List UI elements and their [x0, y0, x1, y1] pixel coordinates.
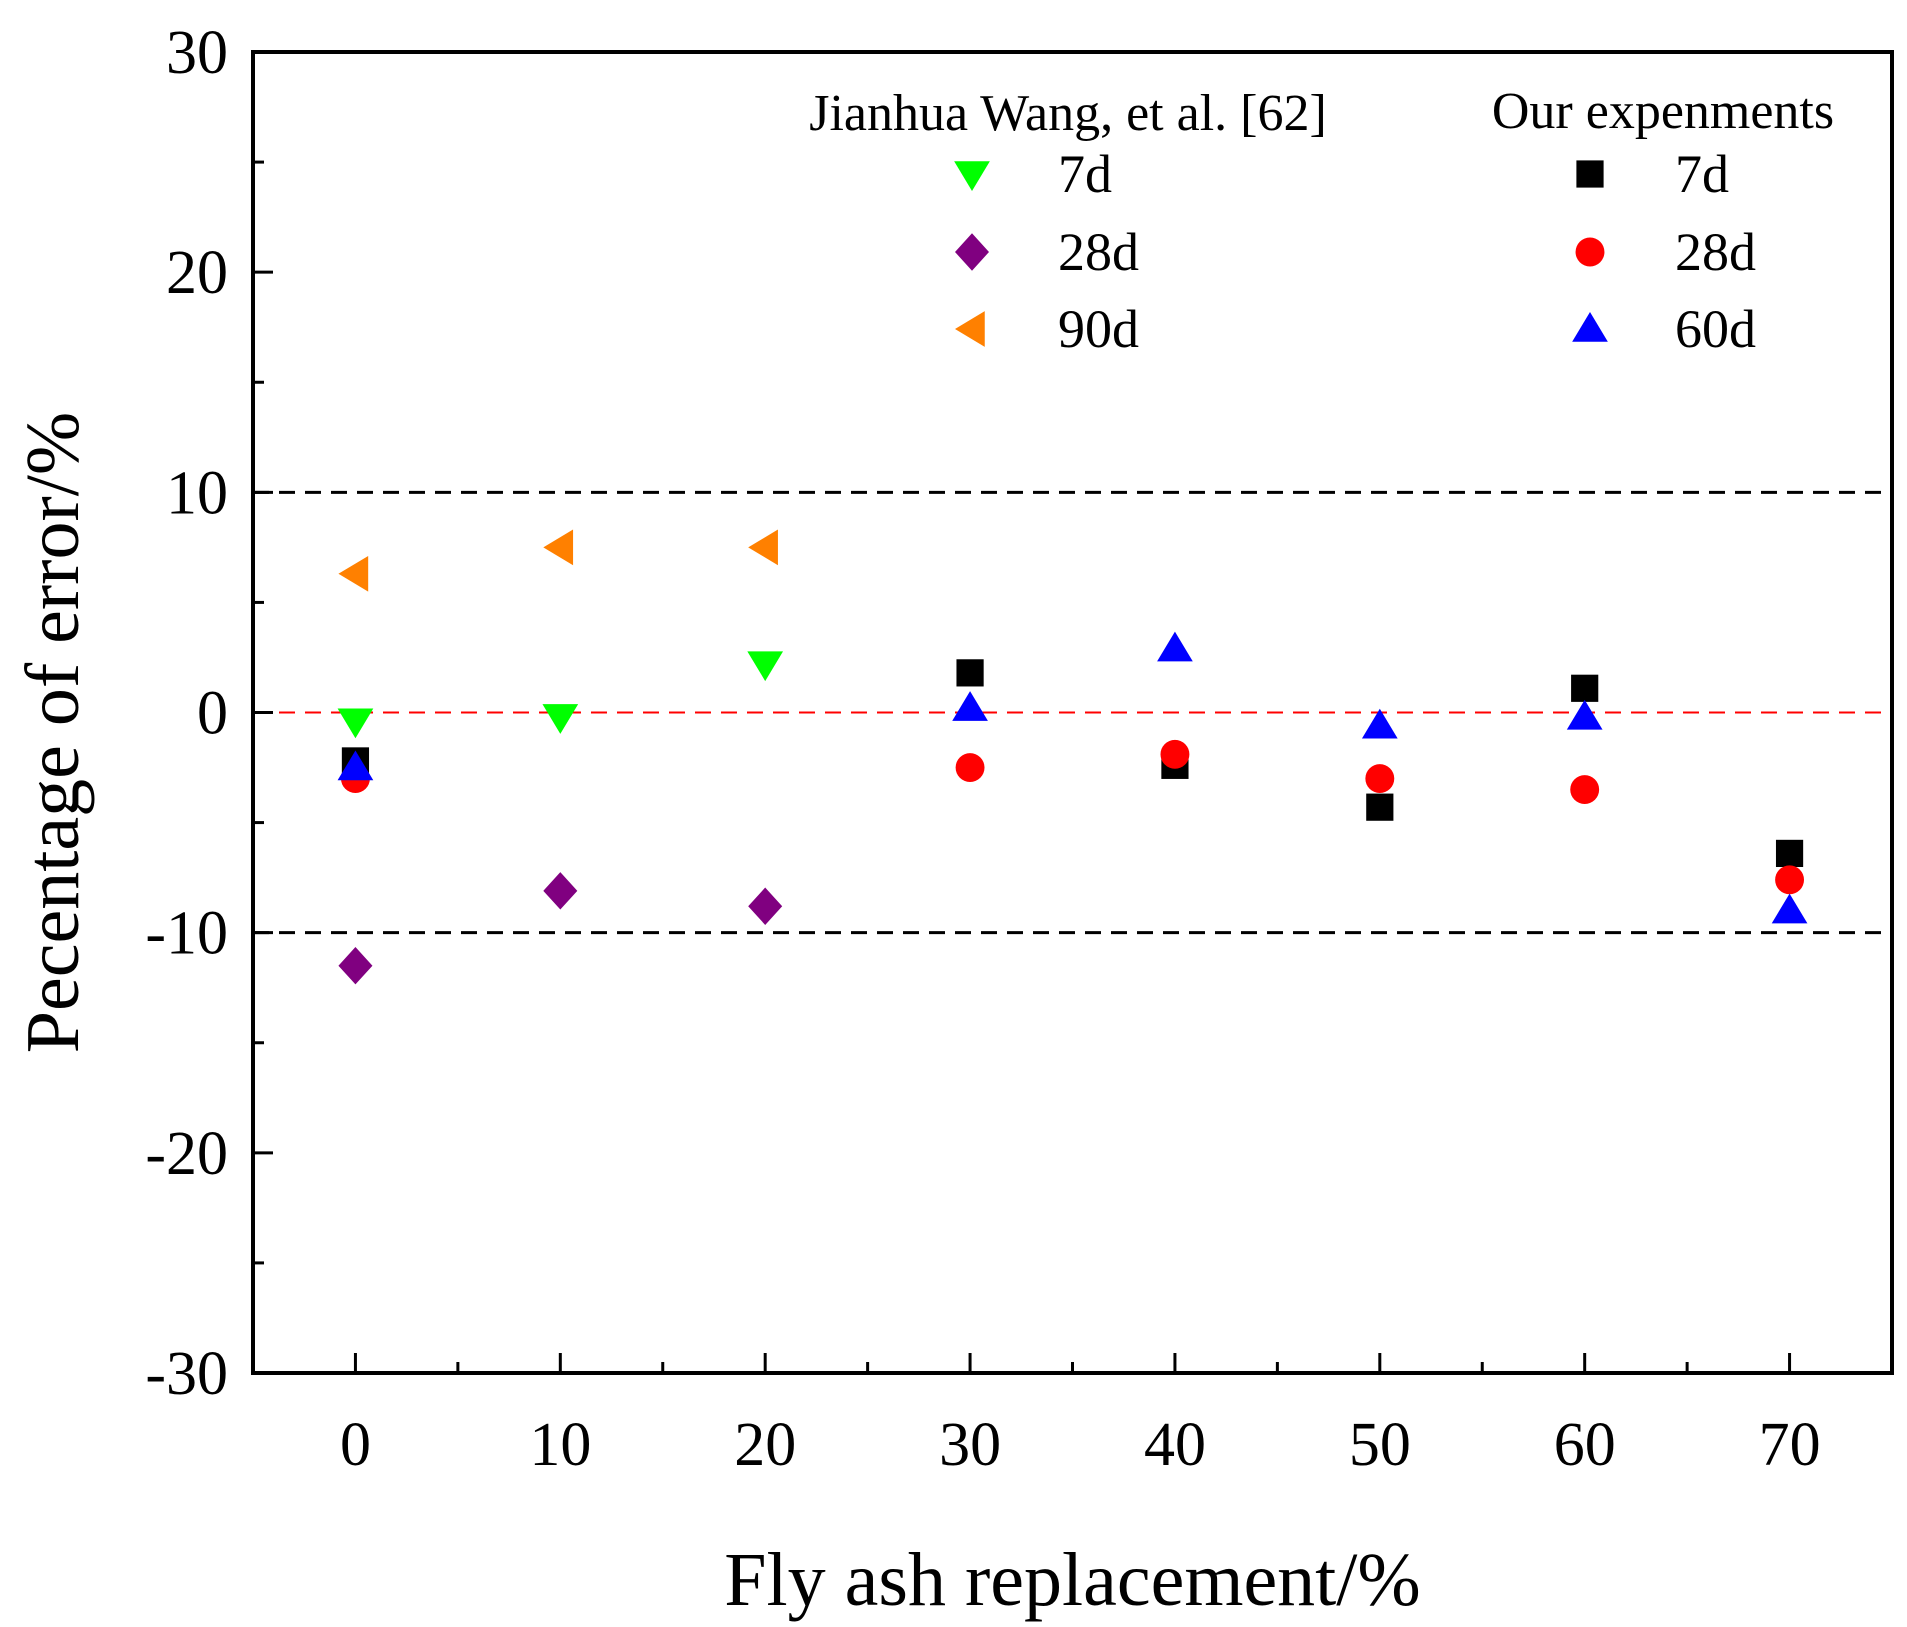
plot-frame	[251, 50, 1894, 1375]
data-point	[1771, 893, 1808, 924]
y-tick-label: -10	[145, 900, 228, 968]
x-tick-label: 60	[1554, 1411, 1616, 1479]
legend-entry-label: 60d	[1675, 299, 1756, 359]
data-points	[337, 529, 1808, 985]
legend-marker	[955, 233, 989, 271]
data-point	[543, 872, 578, 910]
data-point	[956, 659, 984, 687]
legend-entry-label: 28d	[1058, 222, 1139, 282]
data-point	[1566, 699, 1603, 730]
data-point	[543, 529, 574, 566]
x-tick-label: 10	[529, 1411, 591, 1479]
data-point	[1366, 793, 1394, 821]
x-tick-label: 20	[734, 1411, 796, 1479]
data-point	[955, 753, 985, 782]
y-tick-labels: -30 -20 -10 0 10 20 30	[145, 19, 228, 1408]
data-point	[1570, 775, 1600, 805]
series-group-1-60d	[337, 631, 1808, 924]
data-point	[1571, 674, 1599, 702]
data-point	[1160, 739, 1190, 769]
data-point	[337, 750, 374, 781]
legend-group-title: Jianhua Wang, et al. [62]	[809, 85, 1327, 142]
data-point	[747, 651, 784, 682]
data-point	[1365, 764, 1395, 793]
legend-group-title: Our expenments	[1492, 83, 1834, 140]
data-point	[748, 529, 778, 566]
data-point	[1361, 708, 1398, 739]
legend-marker	[1576, 160, 1604, 188]
y-tick-label: -20	[145, 1120, 228, 1188]
legend-entry-label: 7d	[1675, 144, 1729, 204]
series-group-0-28d	[338, 872, 783, 985]
x-tick-labels: 0 10 20 30 40 50 60 70	[340, 1411, 1821, 1479]
legend-marker	[1575, 237, 1605, 267]
legend-entry-label: 7d	[1058, 144, 1112, 204]
data-point	[542, 704, 579, 734]
data-point	[1157, 631, 1193, 662]
data-point	[952, 691, 988, 721]
series-group-1-7d	[341, 659, 1804, 868]
data-point	[748, 887, 783, 925]
x-tick-label: 70	[1759, 1411, 1821, 1479]
legend-entry-label: 28d	[1675, 222, 1756, 282]
y-tick-label: 10	[166, 459, 228, 527]
reference-lines	[253, 490, 1892, 935]
x-axis-title: Fly ash replacement/%	[724, 1538, 1420, 1622]
y-tick-label: 0	[197, 680, 228, 748]
data-point	[337, 708, 374, 739]
x-tick-label: 50	[1349, 1411, 1411, 1479]
data-point	[1775, 839, 1804, 868]
x-tick-label: 30	[939, 1411, 1001, 1479]
legend-marker	[954, 161, 990, 191]
series-group-0-7d	[337, 651, 784, 739]
data-point	[338, 555, 369, 592]
series-group-0-90d	[338, 529, 778, 592]
legend-group-0: Jianhua Wang, et al. [62]7d 28d 90d	[809, 85, 1327, 359]
y-tick-label: 30	[166, 19, 228, 87]
x-tick-label: 40	[1144, 1411, 1206, 1479]
x-tick-label: 0	[340, 1411, 371, 1479]
y-tick-label: 20	[166, 239, 228, 307]
legend-marker	[1572, 312, 1608, 342]
legend-entry-label: 90d	[1058, 299, 1139, 359]
y-axis-title: Pecentage of error/%	[11, 412, 95, 1053]
data-point	[1775, 865, 1805, 895]
series-group-1-28d	[340, 739, 1805, 895]
y-tick-label: -30	[145, 1340, 228, 1408]
data-point	[338, 946, 373, 985]
legend-marker	[955, 311, 985, 347]
